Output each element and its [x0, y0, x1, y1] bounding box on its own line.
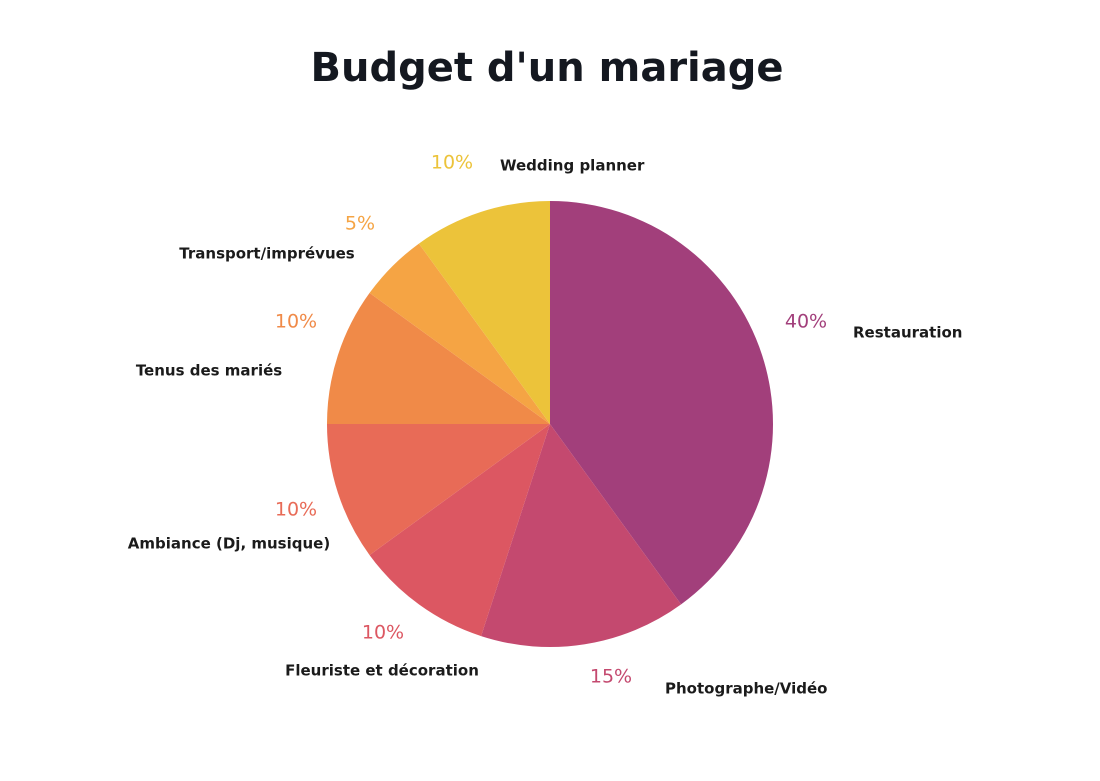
category-label: Restauration: [853, 324, 962, 342]
value-label: 40%: [785, 311, 827, 333]
pie-slice: [418, 201, 550, 424]
category-label: Fleuriste et décoration: [285, 662, 479, 680]
category-label: Wedding planner: [500, 157, 645, 175]
chart-title: Budget d'un mariage: [310, 45, 783, 91]
value-label: 10%: [431, 152, 473, 174]
pie-slice: [550, 201, 774, 605]
pie-slice: [369, 424, 550, 637]
category-label: Tenus des mariés: [136, 362, 282, 380]
value-label: 10%: [275, 499, 317, 521]
category-label: Ambiance (Dj, musique): [128, 535, 330, 553]
value-label: 10%: [275, 311, 317, 333]
category-label: Transport/imprévues: [179, 245, 355, 263]
pie-slice: [327, 424, 550, 556]
value-label: 5%: [345, 213, 375, 235]
pie-slice: [481, 424, 682, 647]
value-label: 10%: [362, 622, 404, 644]
pie-slice: [369, 243, 550, 424]
category-label: Photographe/Vidéo: [665, 680, 827, 698]
value-label: 15%: [590, 666, 632, 688]
pie-slice: [327, 292, 550, 424]
